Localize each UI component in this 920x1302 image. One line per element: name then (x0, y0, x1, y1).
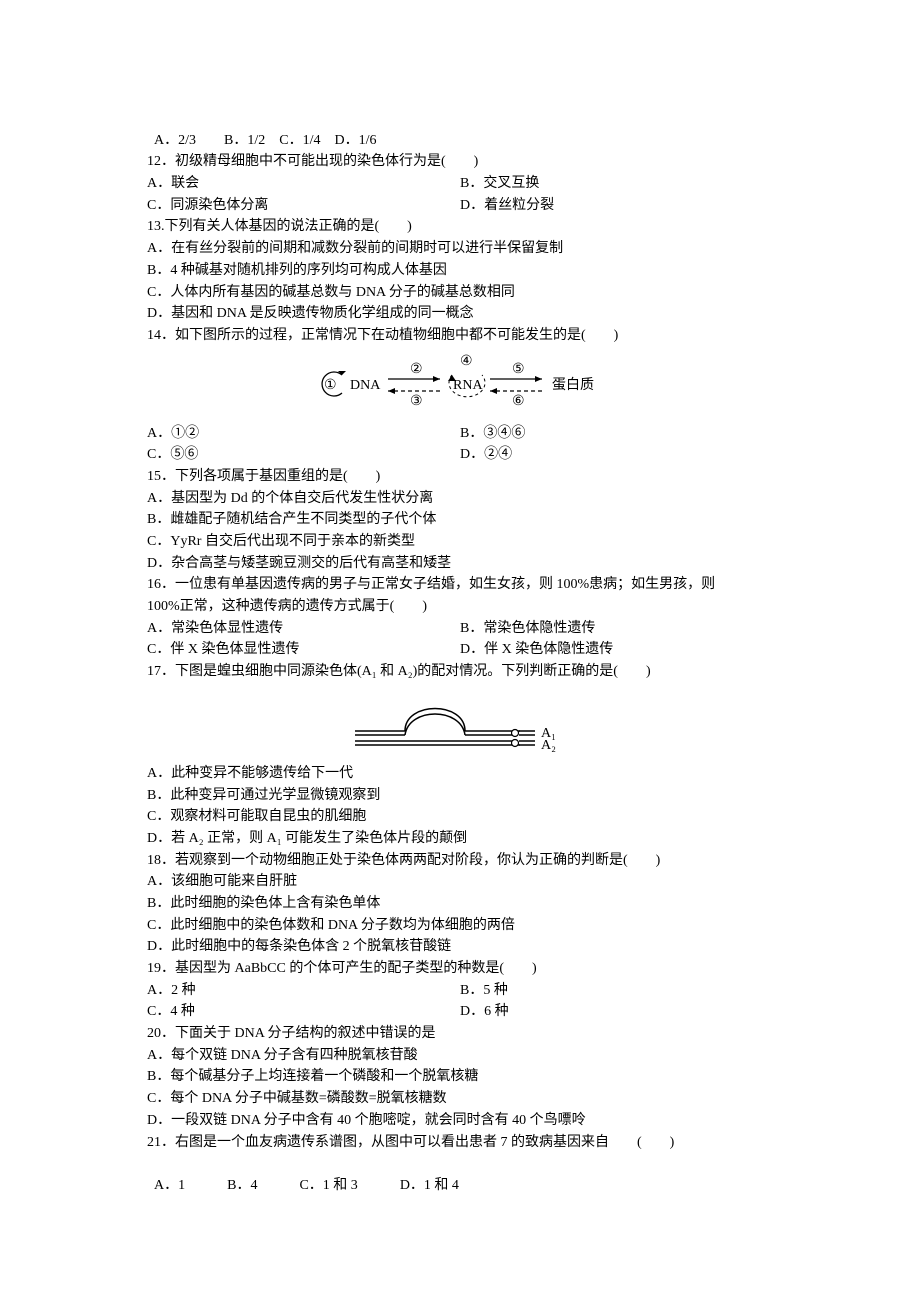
q21-stem: 21．右图是一个血友病遗传系谱图，从图中可以看出患者 7 的致病基因来自 ( ) (147, 1132, 773, 1154)
q14-figure: ① DNA ② ③ ④ RNA ⑤ ⑥ 蛋白质 (147, 353, 773, 413)
fig-label-n4: ④ (460, 354, 473, 369)
q13-opt-d: D．基因和 DNA 是反映遗传物质化学组成的同一概念 (147, 303, 773, 325)
q19-opt-c: C．4 种 (147, 1001, 460, 1023)
q14-opt-b: B．③④⑥ (460, 423, 773, 445)
q12-options-row2: C．同源染色体分离 D．着丝粒分裂 (147, 195, 773, 217)
q16-opt-c: C．伴 X 染色体显性遗传 (147, 639, 460, 661)
q15-opt-d: D．杂合高茎与矮茎豌豆测交的后代有高茎和矮茎 (147, 553, 773, 575)
q15-opt-c: C．YyRr 自交后代出现不同于亲本的新类型 (147, 531, 773, 553)
q21-opt-a: A．1 (154, 1178, 185, 1193)
a1-loop-inner (405, 714, 465, 735)
q12-opt-a: A．联会 (147, 173, 460, 195)
q16-stem-line1: 16．一位患有单基因遗传病的男子与正常女子结婚，如生女孩，则 100%患病；如生… (147, 574, 773, 596)
q12-opt-d: D．着丝粒分裂 (460, 195, 773, 217)
fig-label-n2: ② (410, 362, 423, 377)
q18-opt-b: B．此时细胞的染色体上含有染色单体 (147, 893, 773, 915)
q18-opt-c: C．此时细胞中的染色体数和 DNA 分子数均为体细胞的两倍 (147, 915, 773, 937)
q19-options-row2: C．4 种 D．6 种 (147, 1001, 773, 1023)
q12-opt-c: C．同源染色体分离 (147, 195, 460, 217)
q19-stem: 19．基因型为 AaBbCC 的个体可产生的配子类型的种数是( ) (147, 958, 773, 980)
q15-stem: 15．下列各项属于基因重组的是( ) (147, 466, 773, 488)
q21-opt-b: B．4 (227, 1178, 257, 1193)
q11-options: A．2/3 B．1/2 C．1/4 D．1/6 (147, 108, 773, 151)
q17-stem: 17．下图是蝗虫细胞中同源染色体(A₁ 和 A₂)的配对情况。下列判断正确的是(… (147, 661, 773, 683)
q16-opt-b: B．常染色体隐性遗传 (460, 618, 773, 640)
q17-diagram-svg: A₁ A₂ (345, 689, 575, 753)
q11-opt-c: C．1/4 (279, 133, 320, 148)
q13-stem: 13.下列有关人体基因的说法正确的是( ) (147, 216, 773, 238)
q20-stem: 20．下面关于 DNA 分子结构的叙述中错误的是 (147, 1023, 773, 1045)
fig-dna-label: DNA (350, 378, 381, 393)
q14-opt-d: D．②④ (460, 444, 773, 466)
q20-opt-b: B．每个碱基分子上均连接着一个磷酸和一个脱氧核糖 (147, 1066, 773, 1088)
q18-opt-d: D．此时细胞中的每条染色体含 2 个脱氧核苷酸链 (147, 936, 773, 958)
a1-centromere (512, 729, 519, 736)
q16-opt-d: D．伴 X 染色体隐性遗传 (460, 639, 773, 661)
q19-opt-b: B．5 种 (460, 980, 773, 1002)
fig-protein-label: 蛋白质 (552, 377, 594, 393)
q16-options-row1: A．常染色体显性遗传 B．常染色体隐性遗传 (147, 618, 773, 640)
q17-opt-b: B．此种变异可通过光学显微镜观察到 (147, 785, 773, 807)
arrow-6-head (490, 388, 497, 394)
q15-opt-a: A．基因型为 Dd 的个体自交后代发生性状分离 (147, 488, 773, 510)
q17-opt-d: D．若 A₂ 正常，则 A₁ 可能发生了染色体片段的颠倒 (147, 828, 773, 850)
fig-label-n1: ① (324, 378, 337, 393)
q18-opt-a: A．该细胞可能来自肝脏 (147, 871, 773, 893)
fig-label-n3: ③ (410, 394, 423, 409)
q13-opt-a: A．在有丝分裂前的间期和减数分裂前的间期时可以进行半保留复制 (147, 238, 773, 260)
arrow-5-head (535, 376, 542, 382)
q21-opt-d: D．1 和 4 (400, 1178, 459, 1193)
q15-opt-b: B．雌雄配子随机结合产生不同类型的子代个体 (147, 509, 773, 531)
q14-options-row1: A．①② B．③④⑥ (147, 423, 773, 445)
q21-opt-c: C．1 和 3 (299, 1178, 357, 1193)
q14-opt-c: C．⑤⑥ (147, 444, 460, 466)
arrow-2-head (433, 376, 440, 382)
fig-label-n5: ⑤ (512, 362, 525, 377)
arrow-3-head (388, 388, 395, 394)
fig-rna-label: RNA (453, 378, 483, 393)
q17-opt-c: C．观察材料可能取自昆虫的肌细胞 (147, 806, 773, 828)
q16-stem-line2: 100%正常，这种遗传病的遗传方式属于( ) (147, 596, 773, 618)
q12-stem: 12．初级精母细胞中不可能出现的染色体行为是( ) (147, 151, 773, 173)
q19-opt-a: A．2 种 (147, 980, 460, 1002)
q19-options-row1: A．2 种 B．5 种 (147, 980, 773, 1002)
q14-options-row2: C．⑤⑥ D．②④ (147, 444, 773, 466)
q12-options-row1: A．联会 B．交叉互换 (147, 173, 773, 195)
q17-figure: A₁ A₂ (147, 689, 773, 753)
q19-opt-d: D．6 种 (460, 1001, 773, 1023)
q17-opt-a: A．此种变异不能够遗传给下一代 (147, 763, 773, 785)
q16-opt-a: A．常染色体显性遗传 (147, 618, 460, 640)
q12-opt-b: B．交叉互换 (460, 173, 773, 195)
fig-a2-label: A₂ (541, 738, 556, 753)
q14-opt-a: A．①② (147, 423, 460, 445)
q14-stem: 14．如下图所示的过程，正常情况下在动植物细胞中都不可能发生的是( ) (147, 325, 773, 347)
q11-opt-a: A．2/3 (154, 133, 196, 148)
q21-options: A．1 B．4 C．1 和 3 D．1 和 4 (147, 1153, 773, 1196)
q13-opt-b: B．4 种碱基对随机排列的序列均可构成人体基因 (147, 260, 773, 282)
q11-opt-b: B．1/2 (224, 133, 265, 148)
q20-opt-c: C．每个 DNA 分子中碱基数=磷酸数=脱氧核糖数 (147, 1088, 773, 1110)
q20-opt-a: A．每个双链 DNA 分子含有四种脱氧核苷酸 (147, 1045, 773, 1067)
q13-opt-c: C．人体内所有基因的碱基总数与 DNA 分子的碱基总数相同 (147, 282, 773, 304)
q16-options-row2: C．伴 X 染色体显性遗传 D．伴 X 染色体隐性遗传 (147, 639, 773, 661)
q14-diagram-svg: ① DNA ② ③ ④ RNA ⑤ ⑥ 蛋白质 (300, 353, 620, 413)
q18-stem: 18．若观察到一个动物细胞正处于染色体两两配对阶段，你认为正确的判断是( ) (147, 850, 773, 872)
q20-opt-d: D．一段双链 DNA 分子中含有 40 个胞嘧啶，就会同时含有 40 个鸟嘌呤 (147, 1110, 773, 1132)
a2-centromere (512, 739, 519, 746)
fig-label-n6: ⑥ (512, 394, 525, 409)
q11-opt-d: D．1/6 (334, 133, 376, 148)
